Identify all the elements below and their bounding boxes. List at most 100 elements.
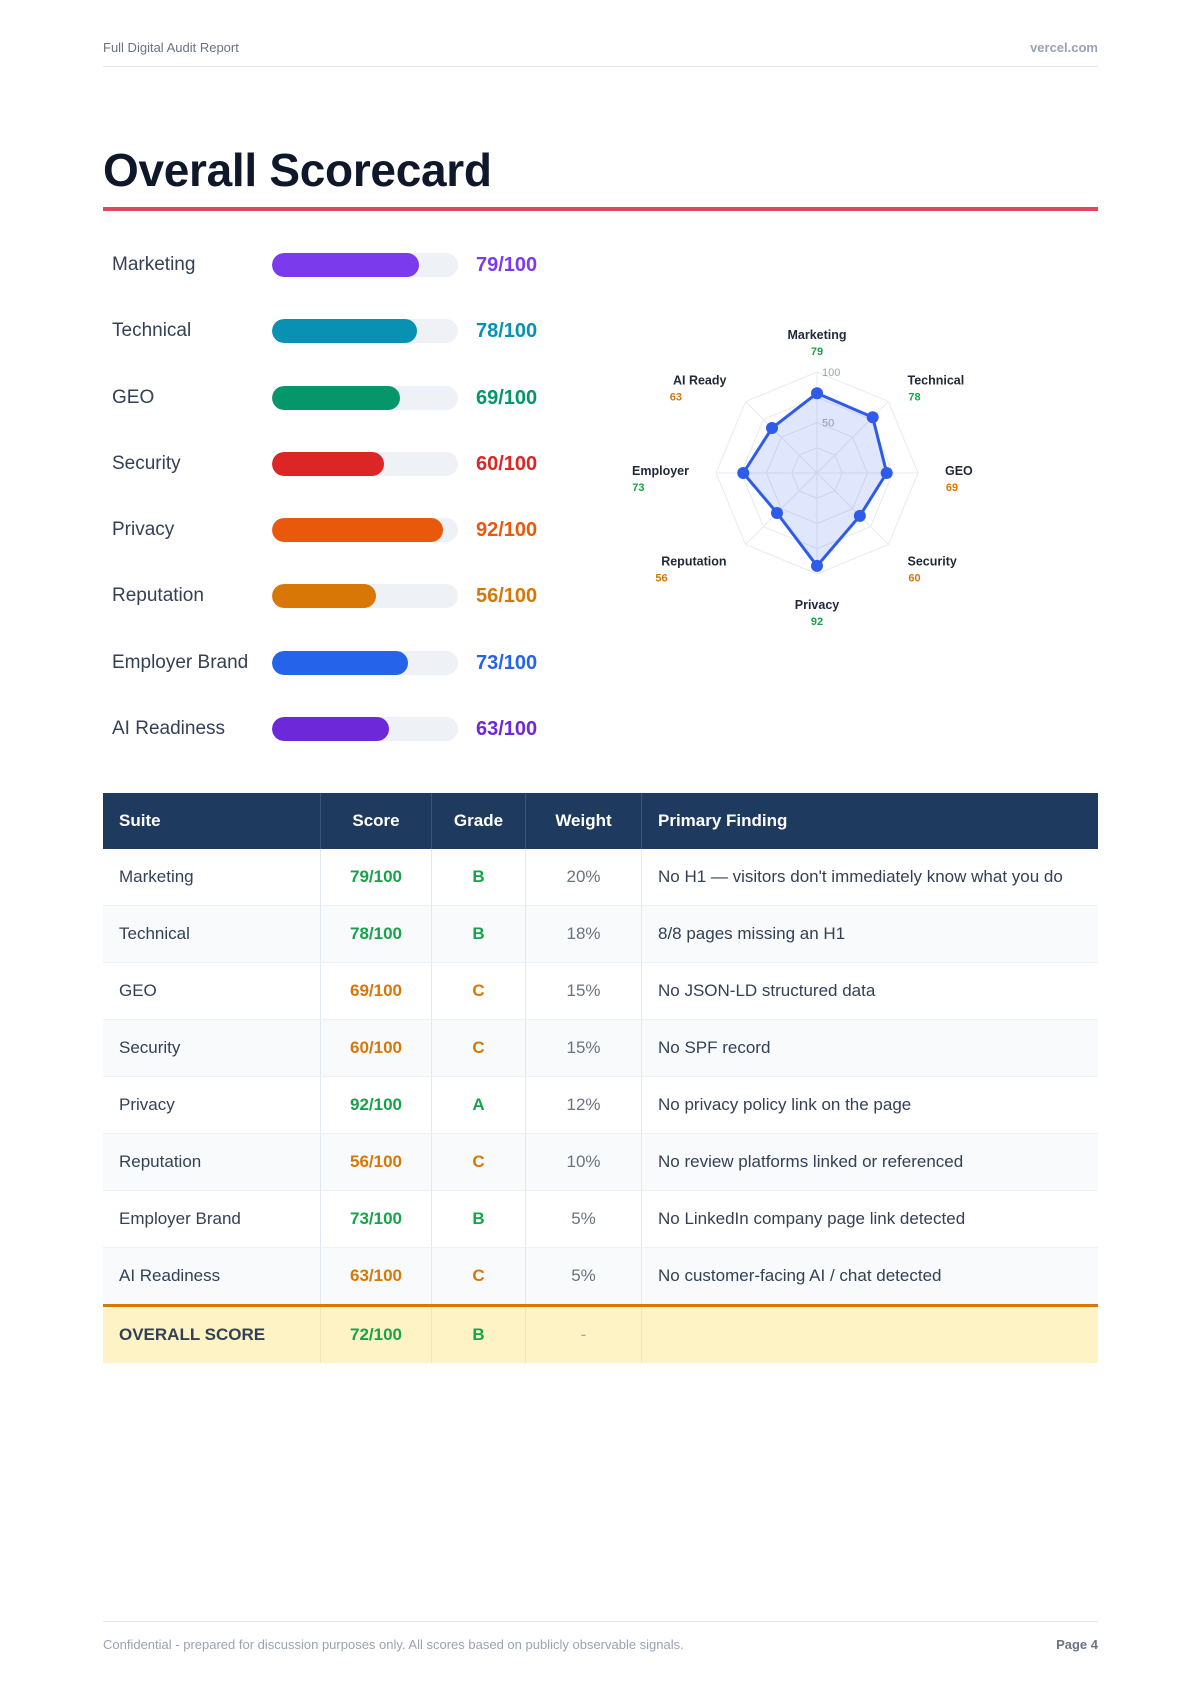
table-row: Marketing 79/100 B 20% No H1 — visitors … <box>103 849 1098 906</box>
cell-suite: GEO <box>103 962 321 1020</box>
score-value: 92/100 <box>476 519 538 542</box>
cell-weight: 12% <box>525 1076 642 1134</box>
score-label: Reputation <box>112 585 204 607</box>
header-suite: Suite <box>103 793 321 849</box>
table-row: Technical 78/100 B 18% 8/8 pages missing… <box>103 905 1098 963</box>
radar-axis-line <box>816 472 889 545</box>
radar-value-label: 79 <box>811 346 823 358</box>
score-bar-fill <box>272 650 408 675</box>
page-header: Full Digital Audit Report vercel.com <box>103 40 1098 67</box>
radar-point <box>766 422 779 435</box>
cell-finding: No review platforms linked or referenced <box>641 1133 1098 1191</box>
score-bar-track <box>272 385 458 410</box>
cell-weight: 20% <box>525 849 642 906</box>
page-title: Overall Scorecard <box>103 144 492 196</box>
cell-grade: C <box>431 1133 526 1191</box>
table-row: AI Readiness 63/100 C 5% No customer-fac… <box>103 1247 1098 1306</box>
table-row: GEO 69/100 C 15% No JSON-LD structured d… <box>103 962 1098 1020</box>
cell-grade: B <box>431 1190 526 1248</box>
cell-finding: No H1 — visitors don't immediately know … <box>641 849 1098 906</box>
table-header-row: Suite Score Grade Weight Primary Finding <box>103 793 1098 849</box>
cell-score: 79/100 <box>320 849 432 906</box>
score-bar-track <box>272 518 458 543</box>
score-row-privacy: Privacy 92/100 <box>103 497 563 563</box>
radar-axis-label: Technical <box>908 373 965 387</box>
cell-score: 92/100 <box>320 1076 432 1134</box>
cell-weight: 15% <box>525 1019 642 1077</box>
score-label: Marketing <box>112 254 196 275</box>
radar-value-label: 78 <box>908 391 920 403</box>
score-bar-fill <box>272 717 390 742</box>
radar-axis-label: Security <box>908 555 957 569</box>
cell-score: 78/100 <box>320 905 432 963</box>
score-bar-track <box>272 717 458 742</box>
radar-value-label: 60 <box>908 573 920 585</box>
suite-scores-table: Suite Score Grade Weight Primary Finding… <box>103 793 1098 1363</box>
score-row-ai-readiness: AI Readiness 63/100 <box>103 696 563 762</box>
header-finding: Primary Finding <box>641 793 1098 849</box>
radar-point <box>853 509 866 522</box>
score-bar-track <box>272 253 458 277</box>
radar-point <box>771 506 784 519</box>
radar-axis-label: Marketing <box>787 328 846 342</box>
table-row: Reputation 56/100 C 10% No review platfo… <box>103 1133 1098 1191</box>
score-value: 73/100 <box>476 651 538 674</box>
score-label: Employer Brand <box>112 651 249 673</box>
table-row: Security 60/100 C 15% No SPF record <box>103 1019 1098 1077</box>
radar-axis-line <box>745 401 818 474</box>
cell-suite: Reputation <box>103 1133 321 1191</box>
score-label: Privacy <box>112 519 175 541</box>
score-value: 56/100 <box>476 585 538 608</box>
header-grade: Grade <box>431 793 526 849</box>
score-row-technical: Technical 78/100 <box>103 298 563 364</box>
score-row-security: Security 60/100 <box>103 431 563 497</box>
radar-point <box>811 387 823 400</box>
radar-axis-line <box>745 472 818 545</box>
score-bars: Marketing 79/100 Technical 78/100 GEO 69… <box>103 232 563 762</box>
score-bar-track <box>272 319 458 344</box>
cell-finding: No privacy policy link on the page <box>641 1076 1098 1134</box>
score-bar-fill <box>272 319 418 344</box>
table-row: Privacy 92/100 A 12% No privacy policy l… <box>103 1076 1098 1134</box>
radar-ring-label: 100 <box>822 367 840 379</box>
cell-suite: Marketing <box>103 849 321 906</box>
cell-grade: C <box>431 1019 526 1077</box>
cell-suite: Security <box>103 1019 321 1077</box>
cell-score: 60/100 <box>320 1019 432 1077</box>
score-value: 78/100 <box>476 320 538 343</box>
cell-score: 56/100 <box>320 1133 432 1191</box>
cell-grade: C <box>431 1247 526 1306</box>
cell-grade: C <box>431 962 526 1020</box>
cell-grade: B <box>431 1304 526 1363</box>
table-row: Employer Brand 73/100 B 5% No LinkedIn c… <box>103 1190 1098 1248</box>
radar-value-label: 92 <box>811 616 823 628</box>
radar-value-label: 69 <box>946 482 958 494</box>
radar-point <box>880 467 893 479</box>
radar-ring-label: 50 <box>822 418 834 430</box>
score-bar-track <box>272 650 458 675</box>
confidential-note: Confidential - prepared for discussion p… <box>103 1637 684 1652</box>
cell-score: 72/100 <box>320 1304 432 1363</box>
overall-score-row: OVERALL SCORE 72/100 B - <box>103 1304 1098 1363</box>
cell-suite: Privacy <box>103 1076 321 1134</box>
report-title: Full Digital Audit Report <box>103 40 239 55</box>
score-label: AI Readiness <box>112 718 226 740</box>
cell-finding: No customer-facing AI / chat detected <box>641 1247 1098 1306</box>
score-bar-track <box>272 451 458 476</box>
radar-axis-label: GEO <box>945 464 973 478</box>
cell-finding <box>641 1304 1098 1363</box>
score-row-employer-brand: Employer Brand 73/100 <box>103 630 563 696</box>
radar-value-label: 63 <box>670 391 682 403</box>
score-value: 79/100 <box>476 254 538 276</box>
page-footer: Confidential - prepared for discussion p… <box>103 1621 1098 1652</box>
radar-value-label: 73 <box>632 482 644 494</box>
cell-finding: No LinkedIn company page link detected <box>641 1190 1098 1248</box>
cell-suite: AI Readiness <box>103 1247 321 1306</box>
cell-weight: 5% <box>525 1247 642 1306</box>
cell-weight: 5% <box>525 1190 642 1248</box>
score-value: 63/100 <box>476 718 538 741</box>
score-value: 69/100 <box>476 386 538 409</box>
cell-grade: B <box>431 849 526 906</box>
header-score: Score <box>320 793 432 849</box>
header-weight: Weight <box>525 793 642 849</box>
